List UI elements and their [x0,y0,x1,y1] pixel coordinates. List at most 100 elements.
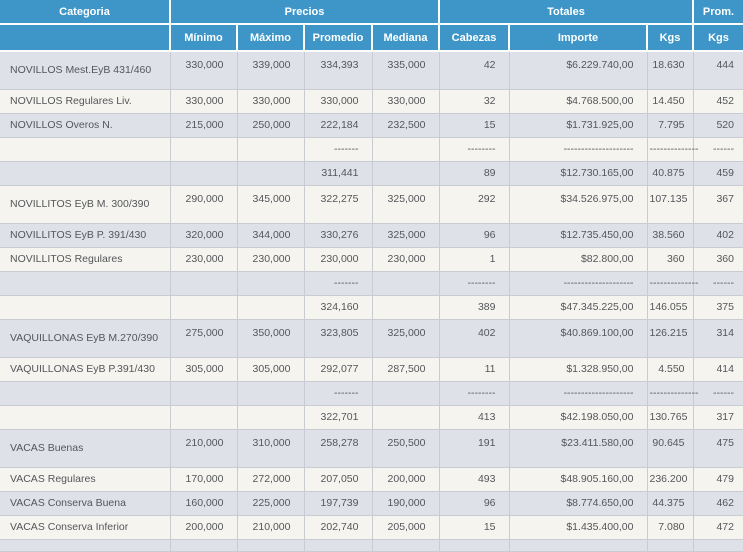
cell-prom-kgs: 520 [692,112,743,138]
cell-cabezas: 11 [438,356,510,382]
cell-minimo [169,404,238,430]
cell-cabezas: 413 [438,404,510,430]
cell-cabezas: 96 [438,222,510,248]
cell-promedio: 311,441 [303,160,373,186]
cell-importe: $48.905.160,00 [508,466,648,492]
cell-cabezas: -------- [438,136,510,162]
header-categoria: Categoria [0,0,171,25]
cell-prom-kgs: 452 [692,88,743,114]
cell-prom-kgs: 360 [692,246,743,272]
cell-importe: -------------------- [508,270,648,296]
cell-promedio: 258,278 [303,428,373,468]
cell-categoria [0,404,171,430]
cell-mediana: 325,000 [371,318,440,358]
cell-categoria [0,380,171,406]
header-group-totales: Totales [438,0,694,25]
cell-minimo: 305,000 [169,356,238,382]
cell-maximo: 339,000 [236,50,305,90]
cell-mediana: 287,500 [371,356,440,382]
cell-kgs [646,538,694,552]
cell-cabezas: 32 [438,88,510,114]
cell-categoria: NOVILLITOS EyB M. 300/390 [0,184,171,224]
table-row: 322,701 413 $42.198.050,00 130.765 317 [0,404,743,430]
cell-cabezas: 191 [438,428,510,468]
cell-maximo [236,270,305,296]
cell-importe: $6.229.740,00 [508,50,648,90]
cell-promedio: 322,701 [303,404,373,430]
cell-prom-kgs: ------ [692,380,743,406]
cell-prom-kgs: 475 [692,428,743,468]
header-group-precios: Precios [169,0,440,25]
cell-categoria [0,270,171,296]
cell-prom-kgs: ------ [692,270,743,296]
cell-mediana [371,270,440,296]
cell-mediana [371,136,440,162]
cell-kgs: 90.645 [646,428,694,468]
table-row: VAQUILLONAS EyB P.391/430 305,000 305,00… [0,356,743,382]
cell-categoria: VACAS Regulares [0,466,171,492]
cell-kgs: 360 [646,246,694,272]
header-mediana: Mediana [371,23,440,52]
cell-maximo: 330,000 [236,88,305,114]
cell-categoria: NOVILLITOS EyB P. 391/430 [0,222,171,248]
cell-mediana [371,538,440,552]
cell-categoria: VACAS Conserva Inferior [0,514,171,540]
cell-maximo: 230,000 [236,246,305,272]
header-kgs: Kgs [646,23,694,52]
cell-minimo [169,270,238,296]
cell-promedio: 230,000 [303,246,373,272]
cell-categoria: NOVILLITOS Regulares [0,246,171,272]
cell-mediana [371,160,440,186]
cell-kgs: 126.215 [646,318,694,358]
cell-categoria [0,294,171,320]
cell-kgs: 7.080 [646,514,694,540]
cell-mediana: 205,000 [371,514,440,540]
cell-cabezas: 1 [438,246,510,272]
cell-maximo: 250,000 [236,112,305,138]
cell-kgs: 44.375 [646,490,694,516]
cell-minimo: 330,000 [169,50,238,90]
cell-categoria: NOVILLOS Regulares Liv. [0,88,171,114]
cell-maximo: 305,000 [236,356,305,382]
table-row: VACAS Conserva Inferior 200,000 210,000 … [0,514,743,540]
cell-prom-kgs: 367 [692,184,743,224]
cell-importe [508,538,648,552]
cell-categoria [0,136,171,162]
cell-mediana [371,294,440,320]
cell-maximo [236,160,305,186]
header-group-prom: Prom. [692,0,743,25]
cell-categoria [0,160,171,186]
cell-prom-kgs: 444 [692,50,743,90]
cell-kgs: 146.055 [646,294,694,320]
cell-promedio: 324,160 [303,294,373,320]
cell-importe: $47.345.225,00 [508,294,648,320]
cell-maximo: 344,000 [236,222,305,248]
cell-categoria: NOVILLOS Overos N. [0,112,171,138]
header-promedio: Promedio [303,23,373,52]
table-row: ------- -------- -------------------- --… [0,380,743,406]
cell-prom-kgs: 459 [692,160,743,186]
table-row: NOVILLOS Regulares Liv. 330,000 330,000 … [0,88,743,114]
cell-importe: $40.869.100,00 [508,318,648,358]
cell-minimo [169,160,238,186]
cell-prom-kgs: 472 [692,514,743,540]
header-minimo: Mínimo [169,23,238,52]
cell-cabezas: 493 [438,466,510,492]
cell-importe: $34.526.975,00 [508,184,648,224]
cell-promedio: ------- [303,270,373,296]
table-row: 311,441 89 $12.730.165,00 40.875 459 [0,160,743,186]
cell-promedio: 330,276 [303,222,373,248]
cell-prom-kgs: 402 [692,222,743,248]
cell-cabezas: 402 [438,318,510,358]
cell-importe: -------------------- [508,380,648,406]
cell-minimo: 170,000 [169,466,238,492]
cell-maximo [236,538,305,552]
cell-cabezas: 42 [438,50,510,90]
table-body: NOVILLOS Mest.EyB 431/460 330,000 339,00… [0,50,743,552]
cell-promedio: 322,275 [303,184,373,224]
cell-minimo [169,294,238,320]
cell-mediana [371,380,440,406]
cell-importe: $4.768.500,00 [508,88,648,114]
cell-prom-kgs [692,538,743,552]
table-row: NOVILLITOS EyB P. 391/430 320,000 344,00… [0,222,743,248]
